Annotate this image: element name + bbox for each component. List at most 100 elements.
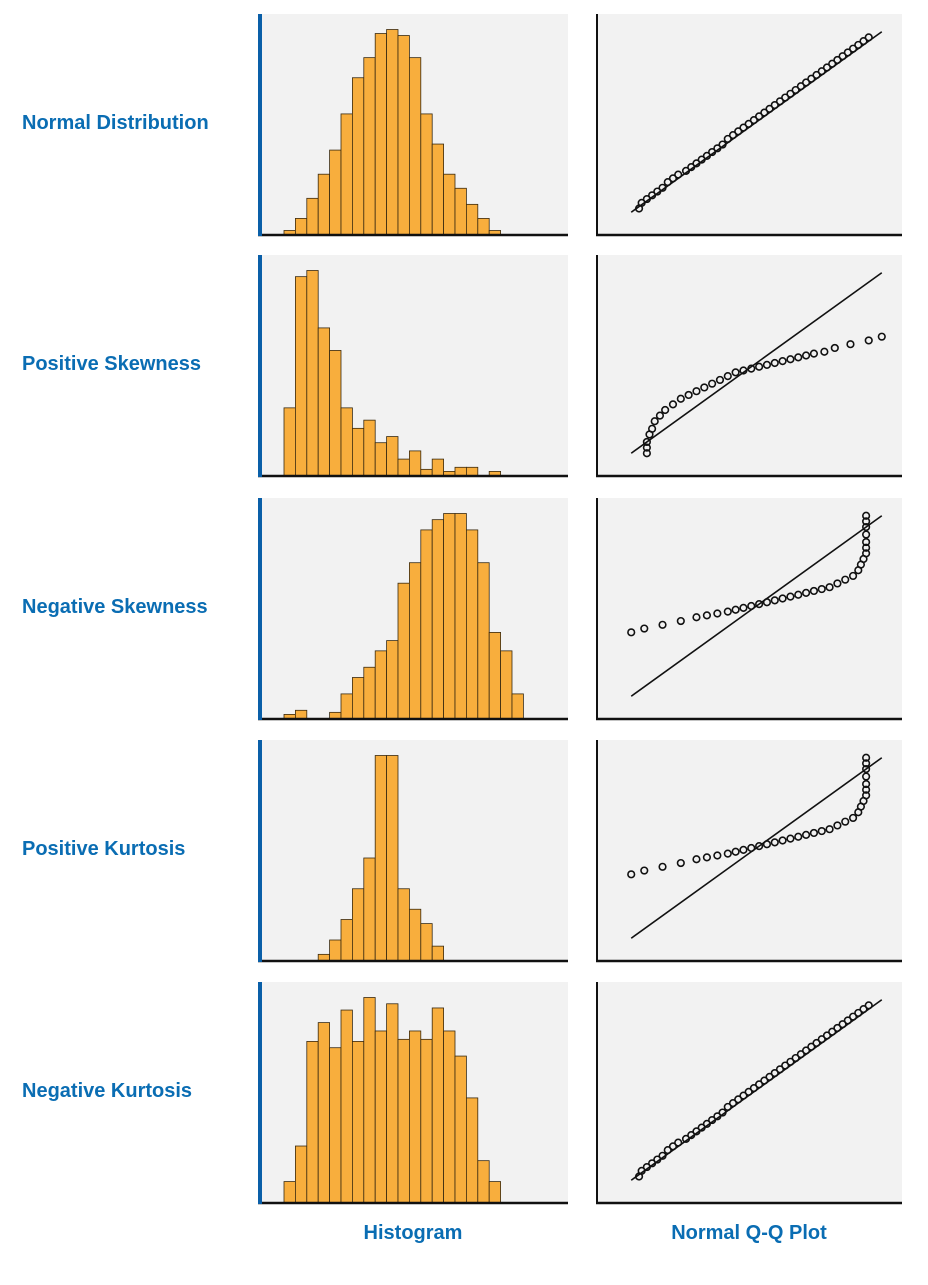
qq-point bbox=[765, 1072, 774, 1081]
qq-point bbox=[862, 753, 871, 762]
qq-point bbox=[642, 449, 651, 458]
qq-point bbox=[627, 870, 636, 879]
qq-point bbox=[838, 52, 847, 61]
histogram-bar bbox=[443, 1030, 456, 1203]
qq-point bbox=[640, 624, 649, 633]
qq-point bbox=[668, 174, 678, 183]
qq-point bbox=[647, 424, 657, 433]
qq-reference-line bbox=[630, 272, 883, 454]
row-label-normal-distribution: Normal Distribution bbox=[22, 112, 209, 134]
histogram-bar bbox=[352, 1041, 365, 1203]
histogram-bar bbox=[420, 1038, 433, 1203]
histogram-bar bbox=[431, 519, 444, 719]
histogram-bar bbox=[420, 468, 433, 476]
histogram-bar bbox=[397, 582, 410, 719]
qq-point bbox=[862, 779, 871, 789]
qq-point bbox=[825, 583, 834, 592]
qq-point bbox=[770, 100, 779, 110]
qq-point bbox=[681, 1134, 691, 1143]
histogram-bar bbox=[340, 407, 353, 476]
qq-point bbox=[877, 332, 886, 341]
histogram-bar bbox=[477, 562, 490, 719]
qq-point bbox=[642, 1162, 651, 1172]
qq-point bbox=[848, 571, 858, 581]
qq-point bbox=[653, 1155, 662, 1164]
qq-point bbox=[794, 353, 803, 362]
histogram-bar bbox=[374, 650, 387, 719]
qq-point bbox=[755, 1080, 764, 1089]
qq-point bbox=[864, 1001, 873, 1010]
qq-point bbox=[708, 379, 717, 388]
qq-point bbox=[778, 357, 787, 366]
qq-point bbox=[862, 772, 871, 781]
qq-point bbox=[848, 44, 858, 53]
qq-point bbox=[770, 596, 779, 605]
qq-point bbox=[723, 372, 732, 381]
qq-point bbox=[715, 375, 725, 385]
histogram-panel-positive-kurtosis bbox=[258, 740, 568, 963]
qq-point bbox=[739, 845, 748, 854]
qq-point bbox=[848, 813, 858, 823]
qq-point bbox=[809, 828, 819, 838]
histogram-bar bbox=[295, 1145, 308, 1203]
qq-point bbox=[734, 127, 743, 136]
histogram-svg bbox=[258, 255, 568, 478]
qq-point bbox=[658, 620, 667, 629]
histogram-bar bbox=[397, 888, 410, 961]
qq-point bbox=[838, 1020, 847, 1029]
histogram-bar bbox=[340, 919, 353, 961]
qq-point bbox=[728, 131, 738, 140]
histogram-svg bbox=[258, 14, 568, 237]
qq-point bbox=[864, 33, 873, 42]
qq-point bbox=[755, 362, 764, 371]
histogram-panel-negative-skewness bbox=[258, 498, 568, 721]
qq-point bbox=[791, 1053, 800, 1063]
qq-point bbox=[692, 387, 701, 396]
qq-point bbox=[862, 530, 871, 539]
qq-point bbox=[661, 405, 670, 415]
qq-panel-normal-distribution bbox=[596, 14, 902, 237]
qq-point bbox=[739, 123, 748, 132]
qq-point bbox=[663, 178, 672, 187]
qq-point bbox=[796, 1050, 805, 1059]
histogram-bar bbox=[454, 513, 467, 719]
qq-point bbox=[684, 390, 693, 400]
histogram-bar bbox=[454, 466, 467, 476]
qq-point bbox=[817, 826, 826, 836]
histogram-bar bbox=[374, 33, 387, 235]
histogram-y-axis bbox=[258, 982, 262, 1204]
qq-point bbox=[731, 605, 740, 614]
qq-point bbox=[731, 368, 740, 377]
qq-point bbox=[713, 144, 722, 153]
qq-point bbox=[676, 394, 685, 403]
qq-point bbox=[828, 1027, 837, 1036]
qq-point bbox=[760, 1076, 769, 1085]
qq-point bbox=[825, 825, 834, 834]
histogram-bar bbox=[340, 113, 353, 235]
qq-column-label: Normal Q-Q Plot bbox=[671, 1222, 827, 1244]
qq-point bbox=[781, 1061, 790, 1070]
qq-svg bbox=[596, 255, 902, 478]
qq-point bbox=[734, 1095, 743, 1104]
qq-point bbox=[681, 166, 691, 175]
qq-svg bbox=[596, 740, 902, 963]
qq-point bbox=[718, 140, 727, 149]
histogram-bar bbox=[420, 113, 433, 235]
histogram-bar bbox=[443, 513, 456, 719]
histogram-bar bbox=[465, 529, 479, 719]
qq-point bbox=[739, 366, 748, 375]
qq-point bbox=[647, 191, 657, 200]
qq-point bbox=[848, 1012, 858, 1021]
qq-point bbox=[708, 1115, 717, 1125]
histogram-bar bbox=[329, 350, 342, 476]
qq-point bbox=[862, 517, 871, 526]
histogram-bar bbox=[431, 143, 444, 235]
histogram-bar bbox=[386, 755, 399, 961]
histogram-bar bbox=[352, 77, 365, 235]
qq-point bbox=[744, 1087, 753, 1096]
qq-point bbox=[760, 108, 769, 117]
qq-point bbox=[807, 1042, 816, 1051]
histogram-bar bbox=[352, 888, 365, 961]
qq-point bbox=[833, 1023, 842, 1033]
qq-point bbox=[728, 1099, 738, 1108]
